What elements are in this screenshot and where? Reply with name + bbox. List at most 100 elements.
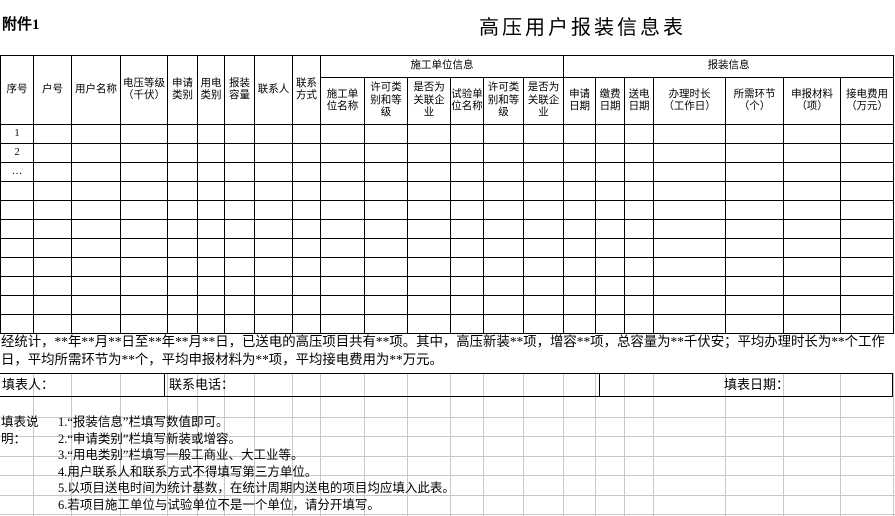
table-cell[interactable]: [595, 295, 626, 315]
table-cell[interactable]: [33, 295, 72, 315]
table-cell[interactable]: [197, 295, 225, 315]
table-cell[interactable]: [120, 200, 168, 220]
table-cell[interactable]: [522, 200, 565, 220]
table-cell[interactable]: [483, 314, 524, 334]
table-cell[interactable]: [725, 200, 785, 220]
table-cell[interactable]: [624, 200, 655, 220]
row-index-cell[interactable]: 2: [0, 143, 34, 163]
table-cell[interactable]: [254, 276, 293, 296]
table-cell[interactable]: [783, 143, 842, 163]
table-cell[interactable]: [292, 124, 321, 144]
table-cell[interactable]: [783, 200, 842, 220]
table-cell[interactable]: [783, 162, 842, 182]
table-cell[interactable]: [167, 276, 198, 296]
table-cell[interactable]: [254, 295, 293, 315]
table-cell[interactable]: [224, 181, 255, 201]
table-cell[interactable]: [563, 124, 597, 144]
table-cell[interactable]: [167, 143, 198, 163]
table-cell[interactable]: [33, 219, 72, 239]
table-cell[interactable]: [563, 219, 597, 239]
table-cell[interactable]: [840, 314, 895, 334]
table-cell[interactable]: [224, 276, 255, 296]
table-cell[interactable]: [224, 257, 255, 277]
table-cell[interactable]: [563, 181, 597, 201]
table-cell[interactable]: [167, 124, 198, 144]
table-cell[interactable]: [33, 257, 72, 277]
table-cell[interactable]: [840, 257, 895, 277]
table-cell[interactable]: [450, 314, 484, 334]
table-cell[interactable]: [120, 181, 168, 201]
table-cell[interactable]: [840, 295, 895, 315]
table-cell[interactable]: [624, 162, 655, 182]
row-index-cell[interactable]: [0, 257, 34, 277]
table-cell[interactable]: [407, 181, 451, 201]
table-cell[interactable]: [563, 257, 597, 277]
table-cell[interactable]: [320, 181, 365, 201]
table-cell[interactable]: [292, 276, 321, 296]
table-cell[interactable]: [254, 181, 293, 201]
table-cell[interactable]: [563, 314, 597, 334]
table-cell[interactable]: [407, 200, 451, 220]
table-cell[interactable]: [364, 162, 408, 182]
table-cell[interactable]: [407, 314, 451, 334]
table-cell[interactable]: [653, 238, 727, 258]
table-cell[interactable]: [120, 276, 168, 296]
table-cell[interactable]: [783, 124, 842, 144]
row-index-cell[interactable]: 1: [0, 124, 34, 144]
table-cell[interactable]: [725, 257, 785, 277]
table-cell[interactable]: [725, 181, 785, 201]
table-cell[interactable]: [292, 295, 321, 315]
table-cell[interactable]: [120, 143, 168, 163]
table-cell[interactable]: [71, 124, 121, 144]
table-cell[interactable]: [167, 219, 198, 239]
table-cell[interactable]: [120, 219, 168, 239]
table-cell[interactable]: [725, 295, 785, 315]
table-cell[interactable]: [224, 143, 255, 163]
table-cell[interactable]: [254, 143, 293, 163]
row-index-cell[interactable]: [0, 238, 34, 258]
table-cell[interactable]: [197, 124, 225, 144]
table-cell[interactable]: [197, 181, 225, 201]
table-cell[interactable]: [522, 295, 565, 315]
table-cell[interactable]: [783, 257, 842, 277]
table-cell[interactable]: [840, 276, 895, 296]
table-cell[interactable]: [197, 276, 225, 296]
table-cell[interactable]: [522, 124, 565, 144]
table-cell[interactable]: [653, 295, 727, 315]
table-cell[interactable]: [407, 143, 451, 163]
table-cell[interactable]: [197, 219, 225, 239]
table-cell[interactable]: [783, 219, 842, 239]
table-cell[interactable]: [595, 219, 626, 239]
table-cell[interactable]: [563, 143, 597, 163]
table-cell[interactable]: [595, 200, 626, 220]
table-cell[interactable]: [563, 276, 597, 296]
table-cell[interactable]: [292, 257, 321, 277]
table-cell[interactable]: [450, 219, 484, 239]
table-cell[interactable]: [783, 276, 842, 296]
table-cell[interactable]: [624, 143, 655, 163]
table-cell[interactable]: [450, 295, 484, 315]
table-cell[interactable]: [120, 257, 168, 277]
row-index-cell[interactable]: [0, 314, 34, 334]
table-cell[interactable]: [120, 162, 168, 182]
table-cell[interactable]: [624, 314, 655, 334]
table-cell[interactable]: [624, 124, 655, 144]
table-cell[interactable]: [725, 162, 785, 182]
table-cell[interactable]: [407, 257, 451, 277]
table-cell[interactable]: [71, 162, 121, 182]
table-cell[interactable]: [840, 238, 895, 258]
table-cell[interactable]: [653, 257, 727, 277]
table-cell[interactable]: [364, 257, 408, 277]
table-cell[interactable]: [407, 124, 451, 144]
table-cell[interactable]: [450, 238, 484, 258]
table-cell[interactable]: [320, 276, 365, 296]
table-cell[interactable]: [483, 200, 524, 220]
table-cell[interactable]: [483, 276, 524, 296]
table-cell[interactable]: [167, 238, 198, 258]
table-cell[interactable]: [320, 257, 365, 277]
table-cell[interactable]: [624, 295, 655, 315]
table-cell[interactable]: [483, 124, 524, 144]
table-cell[interactable]: [320, 295, 365, 315]
table-cell[interactable]: [167, 181, 198, 201]
table-cell[interactable]: [320, 200, 365, 220]
